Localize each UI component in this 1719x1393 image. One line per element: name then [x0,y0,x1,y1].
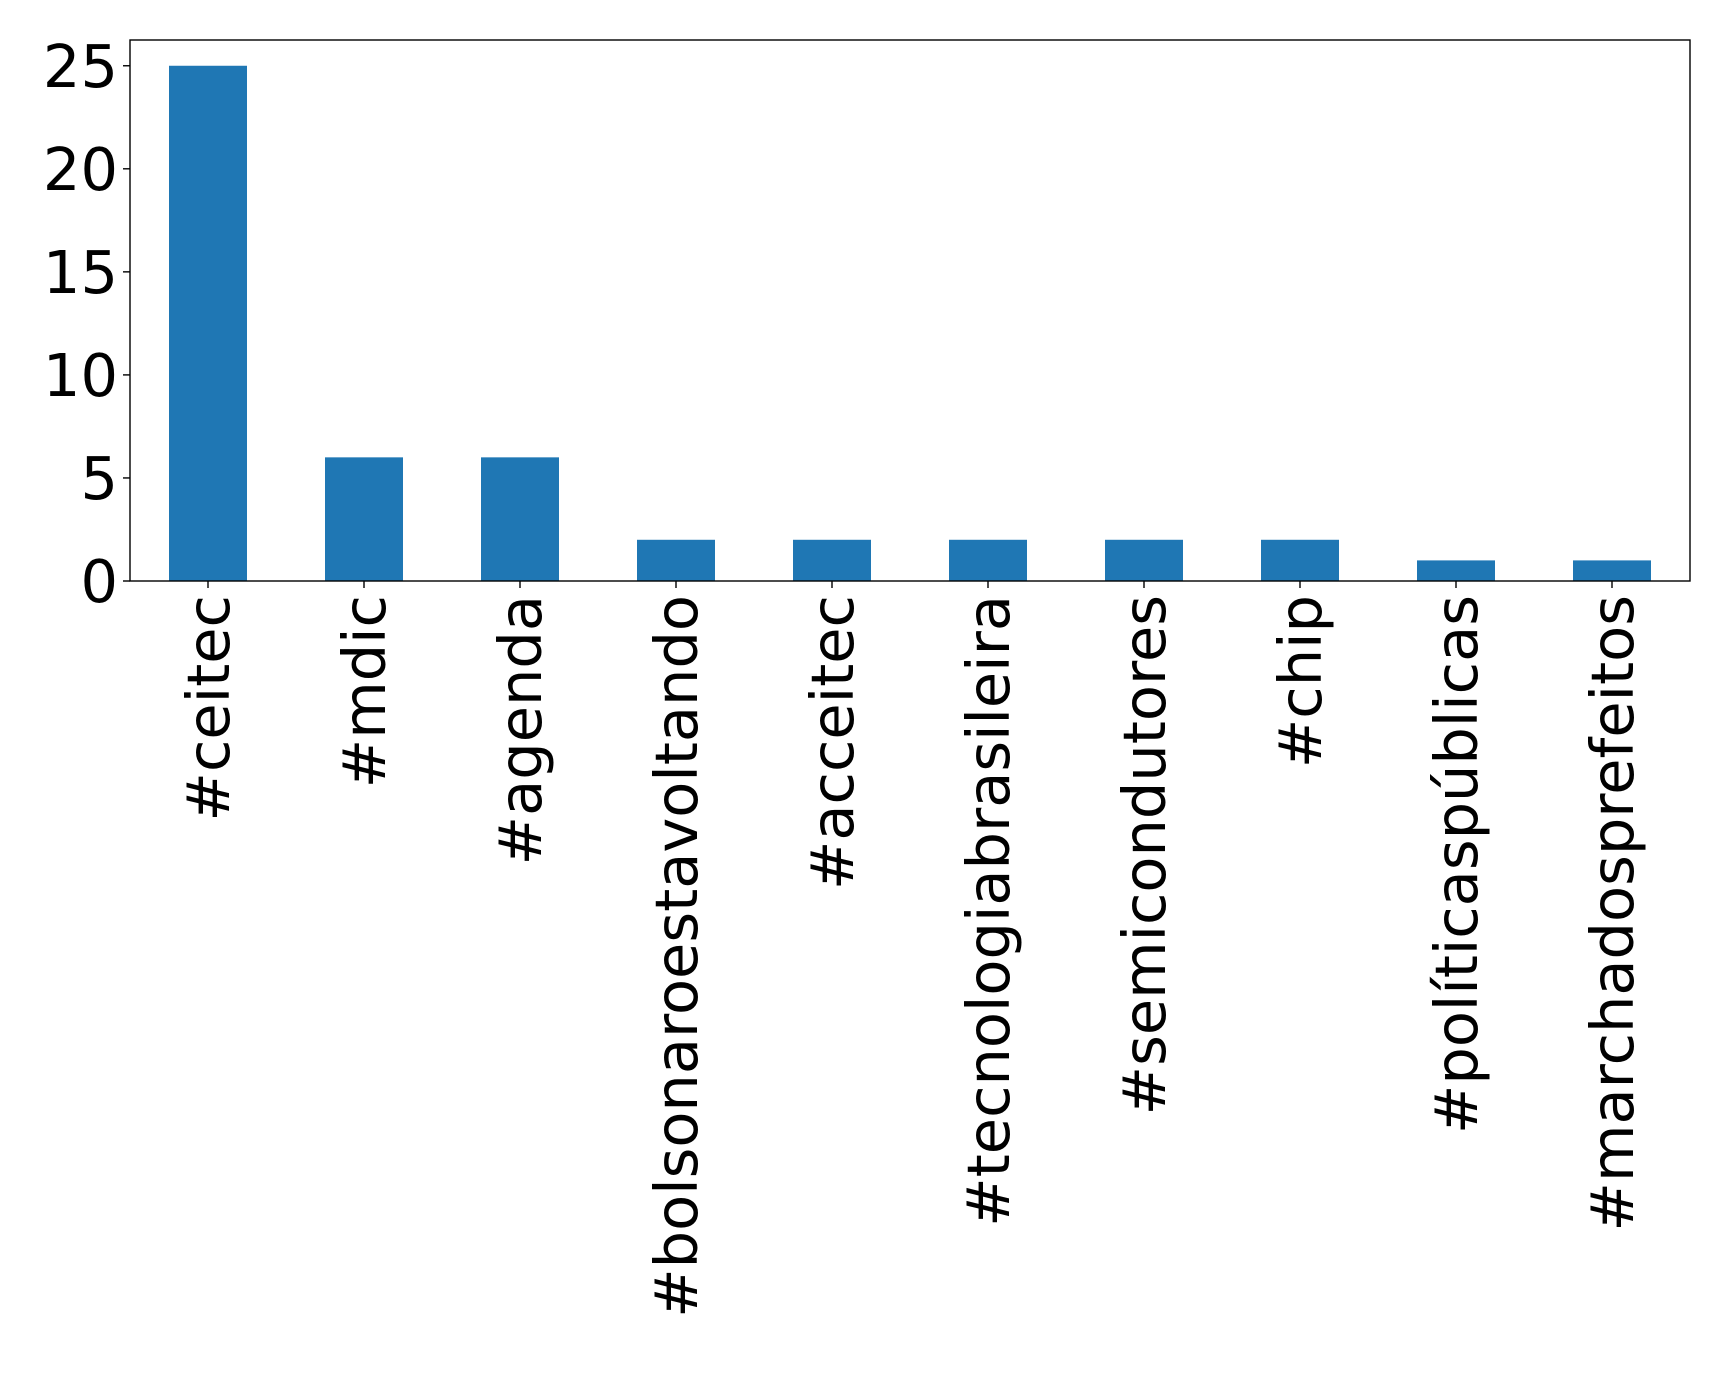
y-tick-label: 5 [80,444,118,513]
bar-6 [1105,539,1183,581]
y-tick-label: 15 [43,238,118,307]
y-tick-label: 25 [43,32,118,101]
bar-7 [1261,539,1339,581]
x-tick-label: #tecnologiabrasileira [954,595,1023,1227]
bar-1 [325,457,403,581]
bars-layer [169,65,1651,581]
y-tick-label: 0 [80,547,118,616]
bar-9 [1573,560,1651,581]
plot-frame [129,39,1691,582]
x-tick-label: #semicondutores [1110,595,1179,1115]
bar-4 [793,539,871,581]
bar-8 [1417,560,1495,581]
x-tick-label: #mdic [330,595,399,788]
x-tick-label: #agenda [486,595,555,865]
bar-2 [481,457,559,581]
x-tick-label: #chip [1266,595,1335,768]
bar-3 [637,539,715,581]
y-axis: 0 5 10 15 20 25 [43,32,130,616]
bar-0 [169,65,247,581]
x-tick-label: #marchadosprefeitos [1578,595,1647,1231]
y-tick-label: 10 [43,341,118,410]
bar-5 [949,539,1027,581]
y-tick-label: 20 [43,135,118,204]
x-tick-label: #acceitec [798,595,867,890]
x-tick-label: #ceitec [174,595,243,821]
x-tick-label: #bolsonaroestavoltando [642,595,711,1318]
x-tick-label: #políticaspúblicas [1422,595,1491,1134]
x-axis: #ceitec #mdic #agenda #bolsonaroestavoltand… [174,581,1647,1318]
